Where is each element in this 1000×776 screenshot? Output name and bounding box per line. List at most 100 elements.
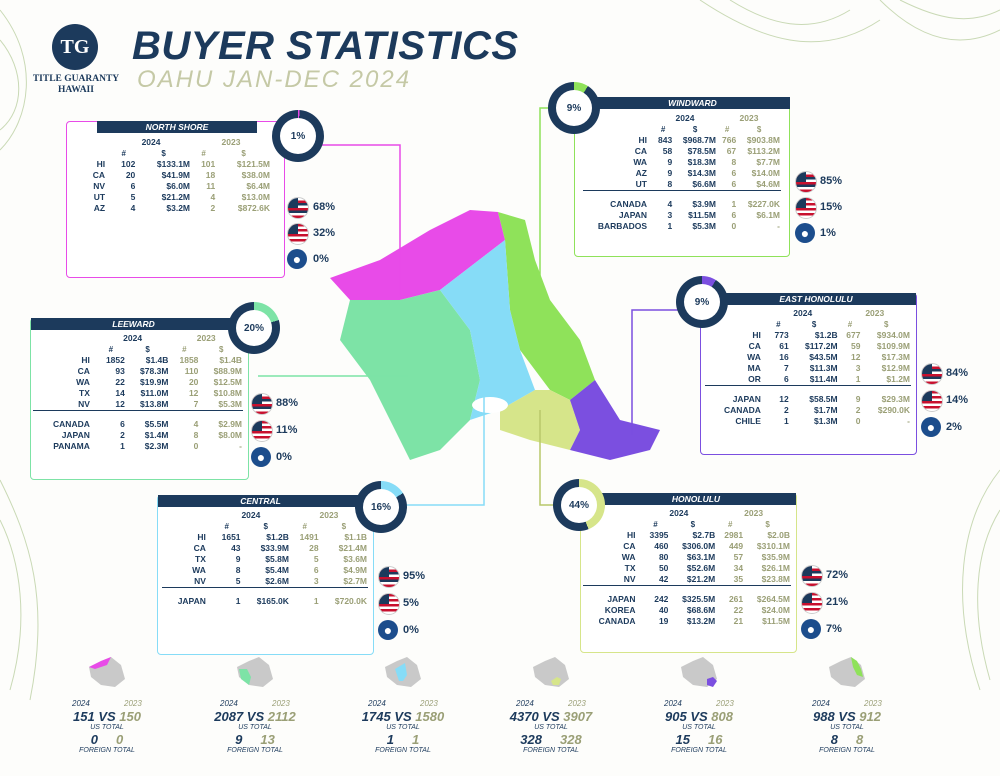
dollar-header: $ — [756, 125, 762, 134]
region-card-central: CENTRAL 2024 2023 # $ # $ HI 1651 $1.2B 1491 $1.… — [157, 495, 374, 655]
foreign-total-label: FOREIGN TOTAL — [671, 747, 727, 754]
us-percent: 14% — [946, 394, 969, 406]
table-row: NV 12 $13.8M 7 $5.3M — [78, 399, 242, 409]
year-2024-label: 2024 — [141, 137, 161, 147]
hawaii-percent: 88% — [276, 397, 299, 409]
share-donut: 9% — [548, 82, 600, 134]
mini-map-icon — [829, 657, 865, 687]
foreign-percent: 0% — [403, 624, 419, 636]
table-row: CA 20 $41.9M 18 $38.0M — [92, 170, 270, 180]
us-total-compare: 1745 VS 1580 — [361, 709, 445, 724]
hawaii-flag-icon — [251, 393, 273, 415]
hawaii-flag-icon — [378, 566, 400, 588]
page-subtitle: OAHU JAN-DEC 2024 — [137, 66, 412, 93]
region-title: HONOLULU — [596, 493, 796, 505]
year-2023-label: 2023 — [221, 137, 241, 147]
table-row: OR 6 $11.4M 1 $1.2M — [748, 374, 910, 384]
region-title: NORTH SHORE — [97, 121, 257, 133]
table-row: CANADA 6 $5.5M 4 $2.9M — [53, 419, 242, 429]
dollar-header: $ — [811, 320, 817, 329]
map-north-shore — [330, 210, 505, 300]
year-2023-label: 2023 — [124, 699, 142, 708]
year-2023-label: 2023 — [420, 699, 438, 708]
region-title: CENTRAL — [158, 495, 363, 507]
foreign-total-label: FOREIGN TOTAL — [523, 747, 579, 754]
mini-map-icon — [681, 657, 717, 687]
mini-map-icon — [385, 657, 421, 687]
foreign-total-label: FOREIGN TOTAL — [375, 747, 431, 754]
dollar-header: $ — [161, 149, 166, 158]
dollar-header: $ — [690, 520, 696, 529]
region-title: WINDWARD — [595, 97, 790, 109]
us-percent: 5% — [403, 597, 419, 609]
mini-map-icon — [237, 657, 273, 687]
share-donut: 16% — [355, 481, 407, 533]
us-flag-icon — [801, 592, 823, 614]
foreign-percent: 0% — [276, 451, 292, 463]
region-card-north-shore: NORTH SHORE 2024 2023 # $ # $ HI 102 $133.1M 10… — [66, 121, 285, 278]
us-percent: 15% — [820, 201, 843, 213]
table-row: MA 7 $11.3M 3 $12.9M — [747, 363, 910, 373]
us-percent: 11% — [276, 424, 298, 436]
year-2023-label: 2023 — [864, 699, 882, 708]
summary-north-shore: 2024 2023 151 VS 150 US TOTAL 0 0 FOREIG… — [32, 657, 182, 769]
foreign-percent: 1% — [820, 227, 836, 239]
dollar-header: $ — [341, 522, 347, 531]
globe-icon: ● — [921, 417, 941, 437]
hawaii-percent: 95% — [403, 570, 426, 582]
table-row: HI 843 $968.7M 766 $903.8M — [638, 135, 780, 145]
count-header: # — [302, 522, 307, 531]
table-row: AZ 4 $3.2M 2 $872.6K — [93, 203, 270, 213]
table-row: CANADA 2 $1.7M 2 $290.0K — [724, 405, 910, 415]
table-row: NV 6 $6.0M 11 $6.4M — [93, 181, 270, 191]
brand-name: TITLE GUARANTY HAWAII — [20, 74, 132, 96]
dollar-header: $ — [263, 522, 268, 531]
table-row: HI 1852 $1.4B 1858 $1.4B — [81, 355, 242, 365]
us-total-label: US TOTAL — [830, 724, 864, 731]
dollar-header: $ — [765, 520, 770, 529]
hawaii-flag-icon — [801, 565, 823, 587]
table-row: CHILE 1 $1.3M 0- — [735, 416, 910, 426]
foreign-total-label: FOREIGN TOTAL — [79, 747, 135, 754]
hawaii-percent: 84% — [946, 367, 969, 379]
year-2024-label: 2024 — [123, 333, 143, 343]
foreign-total-compare: 1 1 — [386, 732, 420, 747]
table-row: WA 22 $19.9M 20 $12.5M — [76, 377, 242, 387]
us-total-label: US TOTAL — [90, 724, 124, 731]
brand-name-line1: TITLE GUARANTY — [32, 74, 120, 84]
us-percent: 21% — [826, 596, 849, 608]
table-row: WA 8 $5.4M 6 $4.9M — [192, 565, 367, 575]
year-2023-label: 2023 — [744, 508, 764, 518]
mini-map-icon — [533, 657, 569, 687]
count-header: # — [182, 345, 187, 354]
year-2024-label: 2024 — [516, 699, 534, 708]
summary-east-honolulu: 2024 2023 905 VS 808 US TOTAL 15 16 FORE… — [624, 657, 774, 769]
us-total-compare: 905 VS 808 — [665, 709, 733, 724]
table-row: KOREA 40 $68.6M 22 $24.0M — [604, 605, 790, 615]
foreign-total-label: FOREIGN TOTAL — [819, 747, 875, 754]
globe-icon: ● — [801, 619, 821, 639]
stats-table: 2024 2023 # $ # $ HI 843 $968.7M 766 $903.8M CA 5… — [583, 113, 781, 232]
globe-icon: ● — [287, 249, 307, 269]
dollar-header: $ — [145, 345, 150, 354]
share-donut: 9% — [676, 276, 728, 328]
table-row: WA 16 $43.5M 12 $17.3M — [747, 352, 910, 362]
table-row: UT 8 $6.6M 6 $4.6M — [635, 179, 780, 189]
share-percent: 1% — [280, 118, 316, 154]
us-total-compare: 151 VS 150 — [73, 709, 141, 724]
count-header: # — [776, 320, 781, 329]
map-windward — [498, 212, 595, 400]
region-title: EAST HONOLULU — [716, 293, 916, 305]
region-card-windward: WINDWARD 2024 2023 # $ # $ HI 843 $968.7M 766 $9… — [574, 97, 790, 257]
globe-icon: ● — [378, 620, 398, 640]
year-2024-label: 2024 — [241, 510, 261, 520]
foreign-total-label: FOREIGN TOTAL — [227, 747, 283, 754]
stats-table: 2024 2023 # $ # $ HI 102 $133.1M 101 $121.5M CA 2… — [81, 137, 271, 214]
table-row: NV 42 $21.2M 35 $23.8M — [623, 574, 790, 584]
map-east-honolulu — [570, 380, 660, 460]
us-flag-icon — [251, 420, 273, 442]
share-percent: 16% — [363, 489, 399, 525]
share-donut: 20% — [228, 302, 280, 354]
